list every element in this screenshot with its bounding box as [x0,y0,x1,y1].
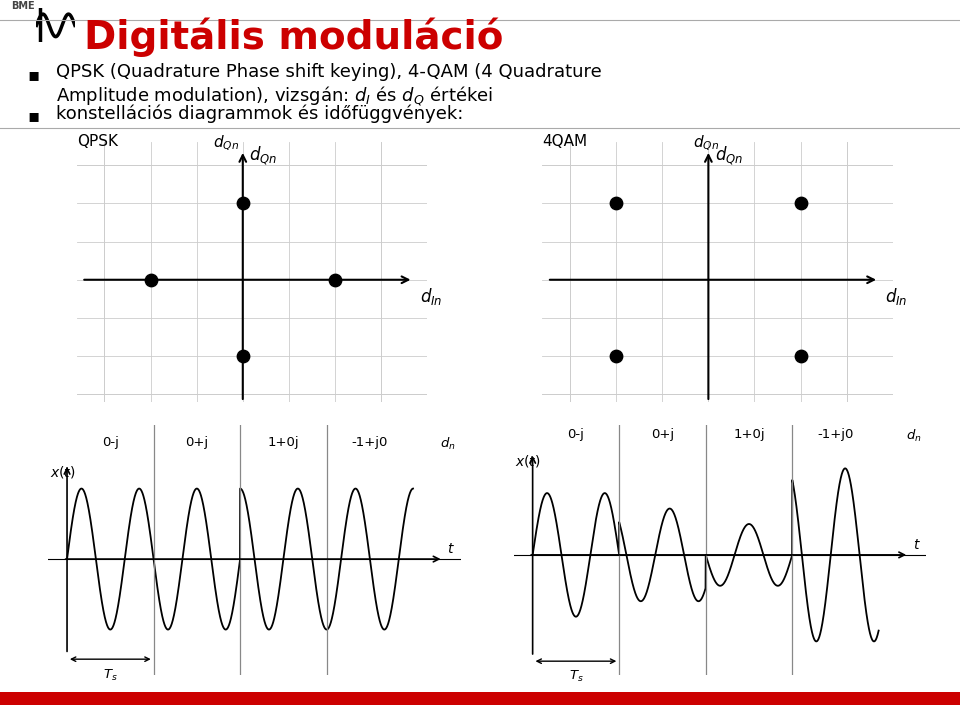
Text: $t$: $t$ [913,538,921,552]
Text: $d_{Qn}$: $d_{Qn}$ [693,134,719,153]
Text: 4QAM: 4QAM [542,134,588,149]
Text: $d_n$: $d_n$ [440,436,456,452]
Text: Digitális moduláció: Digitális moduláció [84,18,504,57]
Text: $d_{Qn}$: $d_{Qn}$ [715,144,743,166]
Point [327,274,343,286]
Text: $d_{In}$: $d_{In}$ [420,286,443,307]
Text: -1+j0: -1+j0 [351,436,388,448]
Text: $x(t)$: $x(t)$ [50,464,75,480]
Text: Amplitude modulation), vizsgán: $d_I$ és $d_Q$ értékei: Amplitude modulation), vizsgán: $d_I$ és… [56,85,492,108]
Point [609,350,624,362]
Text: $T_s$: $T_s$ [568,669,584,685]
Point [235,350,251,362]
Text: QPSK: QPSK [77,134,118,149]
Text: konstellációs diagrammok és időfüggvények:: konstellációs diagrammok és időfüggvénye… [56,104,463,123]
Text: 1+0j: 1+0j [733,428,765,441]
Text: $d_n$: $d_n$ [905,428,922,444]
Text: 0+j: 0+j [185,436,208,448]
Text: $x(t)$: $x(t)$ [516,453,540,469]
Text: $d_{Qn}$: $d_{Qn}$ [250,144,277,166]
Text: 0+j: 0+j [651,428,674,441]
Point [793,198,808,209]
Text: -1+j0: -1+j0 [817,428,853,441]
Text: ▪: ▪ [27,66,39,85]
Text: 1+0j: 1+0j [268,436,300,448]
Point [609,198,624,209]
Text: ▪: ▪ [27,107,39,125]
Text: $d_{In}$: $d_{In}$ [885,286,908,307]
Text: 0-j: 0-j [567,428,585,441]
Text: QPSK (Quadrature Phase shift keying), 4-QAM (4 Quadrature: QPSK (Quadrature Phase shift keying), 4-… [56,63,601,82]
Text: $T_s$: $T_s$ [103,668,118,683]
Point [793,350,808,362]
Point [143,274,158,286]
Text: $t$: $t$ [447,541,455,556]
Text: BME: BME [12,1,36,11]
Text: 0-j: 0-j [102,436,119,448]
Point [235,198,251,209]
Text: $d_{Qn}$: $d_{Qn}$ [213,134,239,153]
